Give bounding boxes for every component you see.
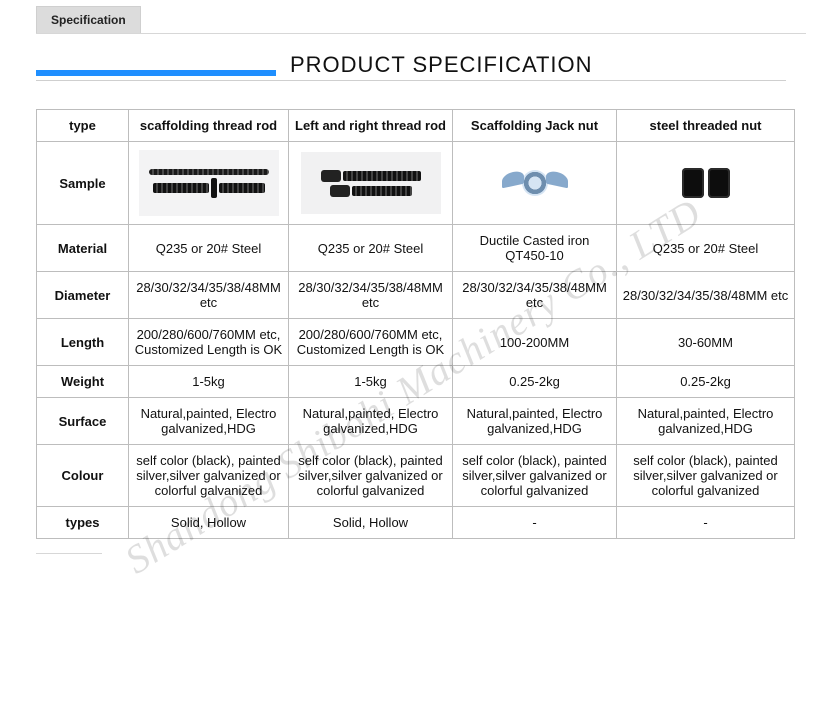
cell: 28/30/32/34/35/38/48MM etc [617, 272, 795, 319]
footer-divider [36, 553, 102, 555]
row-label: Material [37, 225, 129, 272]
table-row: Length200/280/600/760MM etc, Customized … [37, 319, 795, 366]
cell: 28/30/32/34/35/38/48MM etc [453, 272, 617, 319]
row-label: Colour [37, 445, 129, 507]
sample-black-nut-icon [676, 158, 736, 208]
col-nut: steel threaded nut [617, 110, 795, 142]
row-label: Sample [37, 142, 129, 225]
sample-wing-nut-icon [480, 158, 590, 208]
tab-bar: Specification [36, 6, 806, 34]
table-row: Weight1-5kg1-5kg0.25-2kg0.25-2kg [37, 366, 795, 398]
cell: 1-5kg [129, 366, 289, 398]
row-label: Length [37, 319, 129, 366]
cell: self color (black), painted silver,silve… [289, 445, 453, 507]
cell: Q235 or 20# Steel [617, 225, 795, 272]
table-row: SurfaceNatural,painted, Electro galvaniz… [37, 398, 795, 445]
cell: 30-60MM [617, 319, 795, 366]
section-title: PRODUCT SPECIFICATION [290, 52, 593, 78]
cell: 200/280/600/760MM etc, Customized Length… [289, 319, 453, 366]
table-row: Sample [37, 142, 795, 225]
cell: - [453, 507, 617, 539]
table-row: Diameter28/30/32/34/35/38/48MM etc28/30/… [37, 272, 795, 319]
table-row: typesSolid, HollowSolid, Hollow-- [37, 507, 795, 539]
cell: 100-200MM [453, 319, 617, 366]
cell: 1-5kg [289, 366, 453, 398]
accent-bar [36, 70, 276, 76]
cell [129, 142, 289, 225]
cell [617, 142, 795, 225]
cell: Natural,painted, Electro galvanized,HDG [617, 398, 795, 445]
col-lr-rod: Left and right thread rod [289, 110, 453, 142]
cell [289, 142, 453, 225]
table-header: type scaffolding thread rod Left and rig… [37, 110, 795, 142]
cell: 0.25-2kg [617, 366, 795, 398]
cell: 200/280/600/760MM etc, Customized Length… [129, 319, 289, 366]
cell: Q235 or 20# Steel [289, 225, 453, 272]
cell: 28/30/32/34/35/38/48MM etc [129, 272, 289, 319]
cell: 28/30/32/34/35/38/48MM etc [289, 272, 453, 319]
cell [453, 142, 617, 225]
table-row: MaterialQ235 or 20# SteelQ235 or 20# Ste… [37, 225, 795, 272]
row-label: types [37, 507, 129, 539]
cell: self color (black), painted silver,silve… [129, 445, 289, 507]
cell: self color (black), painted silver,silve… [617, 445, 795, 507]
row-label: Weight [37, 366, 129, 398]
table-row: Colourself color (black), painted silver… [37, 445, 795, 507]
sample-lr-rod-icon [301, 152, 441, 214]
cell: - [617, 507, 795, 539]
spec-table: type scaffolding thread rod Left and rig… [36, 109, 795, 539]
cell: self color (black), painted silver,silve… [453, 445, 617, 507]
section-title-row: PRODUCT SPECIFICATION [36, 52, 786, 81]
row-label: Diameter [37, 272, 129, 319]
col-jacknut: Scaffolding Jack nut [453, 110, 617, 142]
cell: Ductile Casted iron QT450-10 [453, 225, 617, 272]
cell: Solid, Hollow [289, 507, 453, 539]
col-type: type [37, 110, 129, 142]
cell: Solid, Hollow [129, 507, 289, 539]
cell: Q235 or 20# Steel [129, 225, 289, 272]
cell: Natural,painted, Electro galvanized,HDG [129, 398, 289, 445]
row-label: Surface [37, 398, 129, 445]
cell: Natural,painted, Electro galvanized,HDG [289, 398, 453, 445]
tab-specification[interactable]: Specification [36, 6, 141, 33]
col-rod: scaffolding thread rod [129, 110, 289, 142]
cell: Natural,painted, Electro galvanized,HDG [453, 398, 617, 445]
cell: 0.25-2kg [453, 366, 617, 398]
sample-rod-icon [139, 150, 279, 216]
